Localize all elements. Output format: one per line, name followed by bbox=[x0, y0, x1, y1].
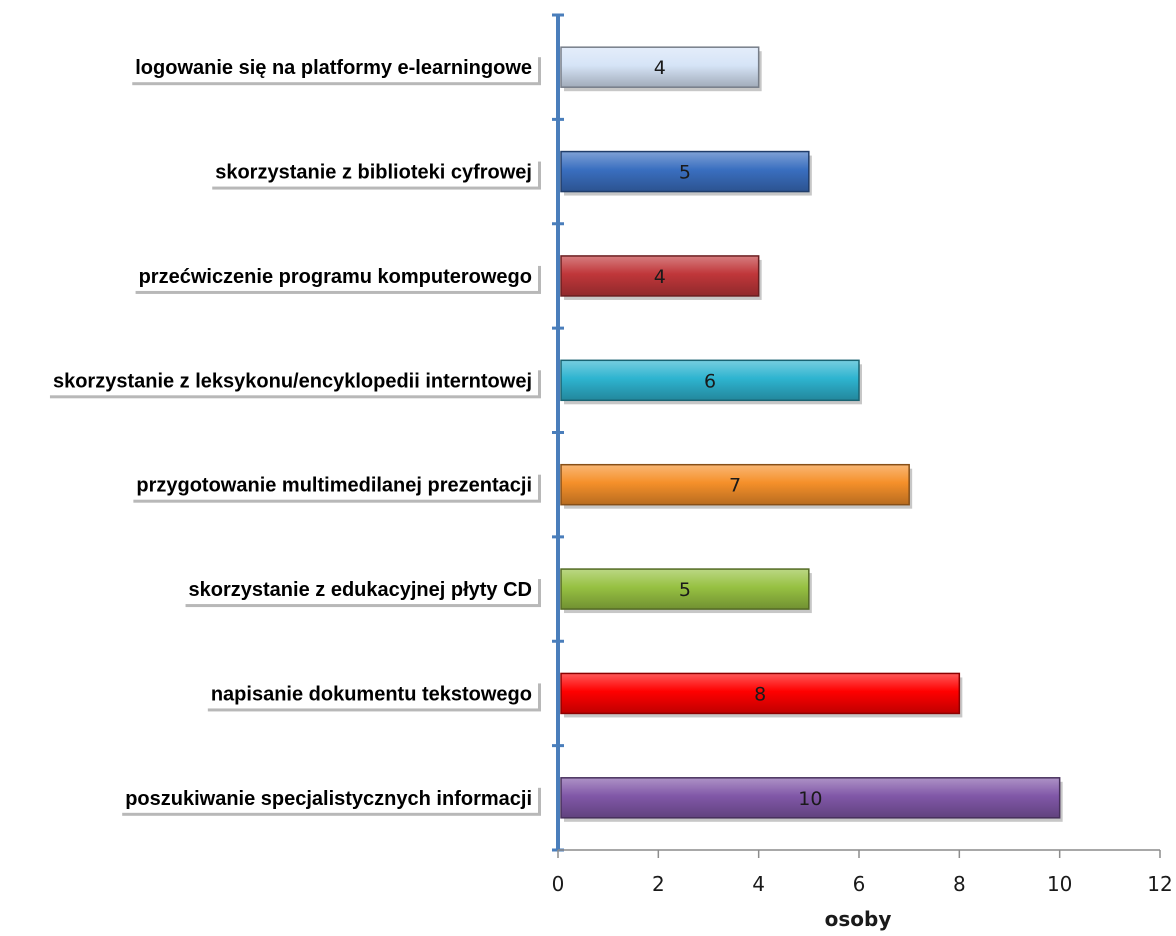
labels-layer: 4 logowanie się na platformy e-learningow… bbox=[46, 54, 822, 816]
category-label-box bbox=[46, 367, 538, 396]
x-tick-label: 10 bbox=[1047, 872, 1072, 896]
category-label-box bbox=[209, 158, 538, 187]
bar-8 bbox=[560, 777, 1061, 819]
bar-value-label: 5 bbox=[679, 579, 691, 601]
x-tick-label: 6 bbox=[853, 872, 866, 896]
bar-7 bbox=[560, 672, 961, 715]
category-label-box bbox=[132, 262, 538, 291]
x-tick-label: 2 bbox=[652, 872, 665, 896]
category-label: skorzystanie z leksykonu/encyklopedii in… bbox=[53, 370, 532, 392]
x-tick-label: 0 bbox=[552, 872, 565, 896]
category-label-box bbox=[204, 680, 538, 709]
axis-layer: 0 2 4 6 8 10 12 osoby bbox=[552, 13, 1173, 931]
category-label-box bbox=[130, 471, 538, 500]
x-tick-label: 4 bbox=[752, 872, 765, 896]
bar-value-label: 6 bbox=[704, 370, 716, 392]
category-label: napisanie dokumentu tekstowego bbox=[211, 683, 532, 705]
bar-value-label: 5 bbox=[679, 162, 691, 184]
category-label: poszukiwanie specjalistycznych informacj… bbox=[125, 788, 532, 810]
x-tick-label: 8 bbox=[953, 872, 966, 896]
bar-4 bbox=[560, 359, 860, 402]
category-label: przygotowanie multimedilanej prezentacji bbox=[136, 475, 532, 497]
bar-1 bbox=[560, 46, 760, 88]
x-axis-title: osoby bbox=[825, 907, 892, 931]
x-tick-label: 12 bbox=[1147, 872, 1172, 896]
bar-2 bbox=[560, 150, 810, 193]
bar-value-label: 10 bbox=[798, 788, 822, 810]
bar-3 bbox=[560, 255, 760, 297]
category-label-box bbox=[182, 576, 538, 605]
bar-5 bbox=[560, 463, 910, 506]
bar-value-label: 8 bbox=[754, 683, 766, 705]
category-label-box bbox=[119, 784, 538, 813]
category-label: logowanie się na platformy e-learningowe bbox=[135, 57, 532, 79]
category-label: skorzystanie z biblioteki cyfrowej bbox=[215, 162, 532, 184]
category-label: przećwiczenie programu komputerowego bbox=[139, 266, 532, 288]
category-label-box bbox=[129, 54, 538, 83]
bar-value-label: 7 bbox=[729, 475, 741, 497]
category-label: skorzystanie z edukacyjnej płyty CD bbox=[189, 579, 532, 601]
bar-value-label: 4 bbox=[654, 57, 666, 79]
bar-6 bbox=[560, 568, 810, 610]
bars-layer bbox=[560, 46, 1063, 822]
bar-value-label: 4 bbox=[654, 266, 666, 288]
